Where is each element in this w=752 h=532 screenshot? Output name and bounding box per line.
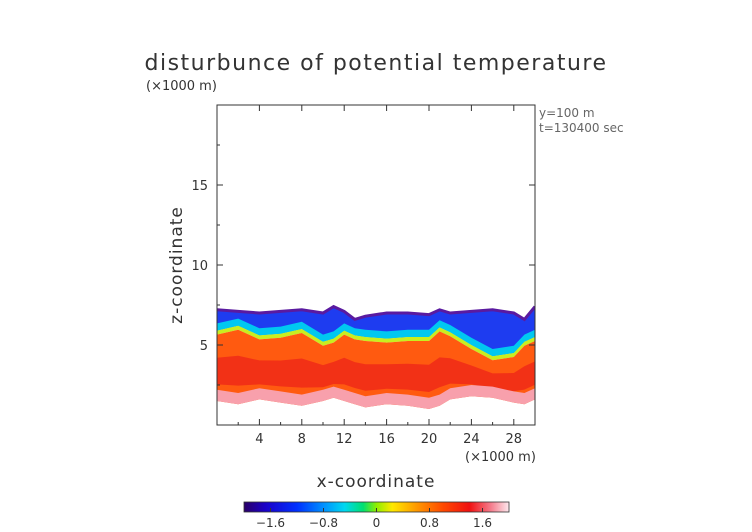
y-tick-label: 10 bbox=[191, 259, 208, 274]
x-tick-label: 28 bbox=[506, 432, 523, 447]
annotation-y: y=100 m bbox=[539, 106, 595, 120]
x-tick-label: 12 bbox=[336, 432, 353, 447]
field-layer bbox=[217, 304, 535, 409]
y-unit-label: (×1000 m) bbox=[146, 79, 217, 94]
warm-core-region bbox=[217, 355, 535, 392]
x-tick-label: 4 bbox=[255, 432, 263, 447]
x-tick-label: 24 bbox=[463, 432, 480, 447]
y-tick-label: 5 bbox=[200, 339, 208, 354]
x-tick-label: 20 bbox=[421, 432, 438, 447]
colorbar-tick-label: −0.8 bbox=[309, 516, 338, 530]
colorbar-tick-label: 0.8 bbox=[420, 516, 439, 530]
colorbar-tick-label: 0 bbox=[373, 516, 381, 530]
colorbar-tick-label: 1.6 bbox=[473, 516, 492, 530]
chart-title: disturbunce of potential temperature bbox=[145, 51, 608, 76]
x-unit-label: (×1000 m) bbox=[465, 450, 536, 465]
y-tick-label: 15 bbox=[191, 179, 208, 194]
warm-base-region bbox=[217, 385, 535, 409]
y-axis-label: z-coordinate bbox=[167, 206, 187, 324]
transition-band-cyan bbox=[217, 318, 535, 357]
x-axis-label: x-coordinate bbox=[317, 472, 436, 492]
colorbar-ticks: −1.6 −0.8 0 0.8 1.6 bbox=[256, 508, 492, 530]
x-tick-label: 8 bbox=[298, 432, 306, 447]
colorbar-tick-label: −1.6 bbox=[256, 516, 285, 530]
tick-layer: 4 8 12 16 20 24 28 5 10 15 bbox=[191, 105, 535, 447]
cold-anomaly-rim bbox=[217, 304, 535, 322]
x-tick-label: 16 bbox=[378, 432, 395, 447]
transition-band-yellow bbox=[217, 325, 535, 361]
annotation-time: t=130400 sec bbox=[539, 121, 624, 135]
